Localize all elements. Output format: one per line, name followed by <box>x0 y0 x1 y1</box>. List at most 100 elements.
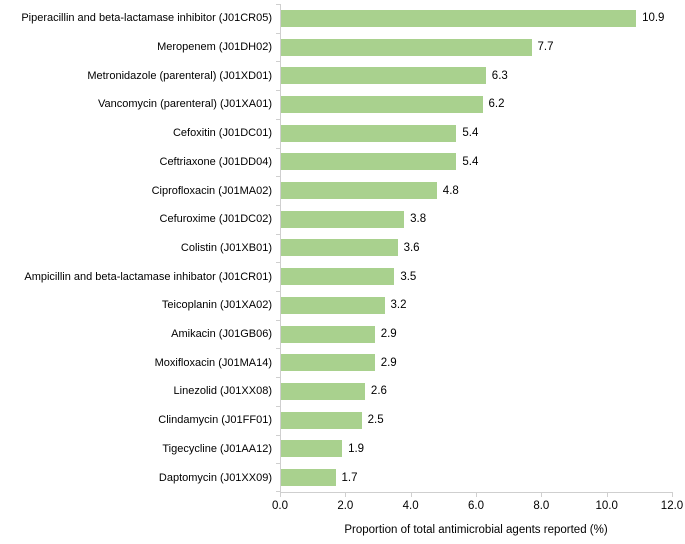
bar-track: 2.5 <box>280 406 672 435</box>
category-label: Vancomycin (parenteral) (J01XA01) <box>97 98 272 111</box>
x-tick-label: 10.0 <box>595 500 618 512</box>
bar-track: 3.2 <box>280 291 672 320</box>
bar <box>280 268 395 286</box>
x-tick-mark <box>280 492 281 497</box>
value-label: 1.9 <box>348 442 365 455</box>
bar-track: 2.9 <box>280 320 672 349</box>
y-tick-mark <box>276 233 280 235</box>
bar-row: Linezolid (J01XX08) 2.6 <box>0 377 672 406</box>
y-axis-ticks <box>276 4 280 492</box>
bar-row: Tigecycline (J01AA12) 1.9 <box>0 435 672 464</box>
category-label: Metronidazole (parenteral) (J01XD01) <box>87 69 272 82</box>
bar <box>280 239 398 257</box>
value-label: 5.4 <box>462 127 479 140</box>
x-tick-label: 4.0 <box>402 500 419 512</box>
x-axis: 0.0 2.0 4.0 6.0 8.0 10.0 12.0 <box>272 492 683 516</box>
bar-track: 3.6 <box>280 234 672 263</box>
value-label: 2.5 <box>367 414 384 427</box>
bar-row: Amikacin (J01GB06) 2.9 <box>0 320 672 349</box>
y-tick-mark <box>276 118 280 120</box>
category-label: Ampicillin and beta-lactamase inhibator … <box>24 270 272 283</box>
bar-track: 3.8 <box>280 205 672 234</box>
value-label: 2.9 <box>380 328 397 341</box>
bar <box>280 325 375 343</box>
bar-row: Cefuroxime (J01DC02) 3.8 <box>0 205 672 234</box>
bar-track: 1.9 <box>280 435 672 464</box>
bar <box>280 153 457 171</box>
value-label: 3.5 <box>400 270 417 283</box>
x-tick-mark <box>606 492 608 497</box>
value-label: 6.2 <box>488 98 505 111</box>
category-label: Meropenem (J01DH02) <box>157 41 272 54</box>
value-label: 2.9 <box>380 356 397 369</box>
bar-row: Colistin (J01XB01) 3.6 <box>0 234 672 263</box>
value-label: 7.7 <box>537 41 554 54</box>
bar-row: Teicoplanin (J01XA02) 3.2 <box>0 291 672 320</box>
x-tick-mark <box>541 492 543 497</box>
x-tick-mark <box>672 492 673 497</box>
y-tick-mark <box>276 32 280 34</box>
value-label: 10.9 <box>642 12 665 25</box>
bar-row: Meropenem (J01DH02) 7.7 <box>0 33 672 62</box>
y-tick-mark <box>276 319 280 321</box>
bar-row: Metronidazole (parenteral) (J01XD01) 6.3 <box>0 61 672 90</box>
bar <box>280 124 457 142</box>
value-label: 3.6 <box>403 241 420 254</box>
bar-track: 5.4 <box>280 148 672 177</box>
value-label: 3.8 <box>410 213 427 226</box>
x-tick-mark <box>476 492 477 497</box>
y-tick-mark <box>276 4 280 5</box>
bar-row: Moxifloxacin (J01MA14) 2.9 <box>0 348 672 377</box>
x-tick-mark <box>410 492 412 497</box>
bar <box>280 469 336 487</box>
value-label: 1.7 <box>341 471 358 484</box>
bar-row: Vancomycin (parenteral) (J01XA01) 6.2 <box>0 90 672 119</box>
bars: Piperacillin and beta-lactamase inhibito… <box>0 4 672 492</box>
category-label: Amikacin (J01GB06) <box>171 328 272 341</box>
category-label: Daptomycin (J01XX09) <box>158 471 272 484</box>
bar-row: Cefoxitin (J01DC01) 5.4 <box>0 119 672 148</box>
x-tick-label: 2.0 <box>337 500 354 512</box>
y-tick-mark <box>276 61 280 63</box>
y-tick-mark <box>276 291 280 293</box>
bar-row: Daptomycin (J01XX09) 1.7 <box>0 463 672 492</box>
category-label: Moxifloxacin (J01MA14) <box>154 356 272 369</box>
value-label: 3.2 <box>390 299 407 312</box>
bar <box>280 411 362 429</box>
bar-track: 3.5 <box>280 262 672 291</box>
bar-track: 2.9 <box>280 348 672 377</box>
y-axis-line <box>280 4 281 492</box>
y-tick-mark <box>276 262 280 264</box>
y-tick-mark <box>276 348 280 350</box>
bar <box>280 440 343 458</box>
y-tick-mark <box>276 491 280 492</box>
x-tick-label: 6.0 <box>468 500 484 512</box>
bar <box>280 95 483 113</box>
y-tick-mark <box>276 204 280 206</box>
bar-row: Ciprofloxacin (J01MA02) 4.8 <box>0 176 672 205</box>
bar <box>280 296 385 314</box>
bar-track: 2.6 <box>280 377 672 406</box>
category-label: Teicoplanin (J01XA02) <box>161 299 272 312</box>
bar-track: 10.9 <box>280 4 672 33</box>
category-label: Colistin (J01XB01) <box>180 241 272 254</box>
y-tick-mark <box>276 405 280 407</box>
y-tick-mark <box>276 463 280 465</box>
bar <box>280 382 365 400</box>
bar-track: 4.8 <box>280 176 672 205</box>
category-label: Cefuroxime (J01DC02) <box>159 213 272 226</box>
x-tick-label: 8.0 <box>533 500 550 512</box>
value-label: 2.6 <box>370 385 387 398</box>
bar-track: 6.2 <box>280 90 672 119</box>
bar-row: Piperacillin and beta-lactamase inhibito… <box>0 4 672 33</box>
x-axis-title: Proportion of total antimicrobial agents… <box>344 524 608 536</box>
value-label: 6.3 <box>491 69 508 82</box>
bar <box>280 38 532 56</box>
bar <box>280 67 486 85</box>
x-tick-label: 12.0 <box>660 500 684 512</box>
bar-row: Clindamycin (J01FF01) 2.5 <box>0 406 672 435</box>
bar <box>280 182 437 200</box>
bar-row: Ceftriaxone (J01DD04) 5.4 <box>0 148 672 177</box>
y-tick-mark <box>276 434 280 436</box>
category-label: Cefoxitin (J01DC01) <box>172 127 272 140</box>
